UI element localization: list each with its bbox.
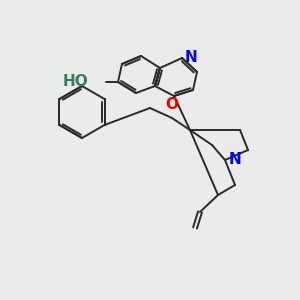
Text: O: O bbox=[166, 97, 178, 112]
Text: HO: HO bbox=[62, 74, 88, 89]
Text: N: N bbox=[185, 50, 198, 65]
Text: N: N bbox=[229, 152, 242, 167]
